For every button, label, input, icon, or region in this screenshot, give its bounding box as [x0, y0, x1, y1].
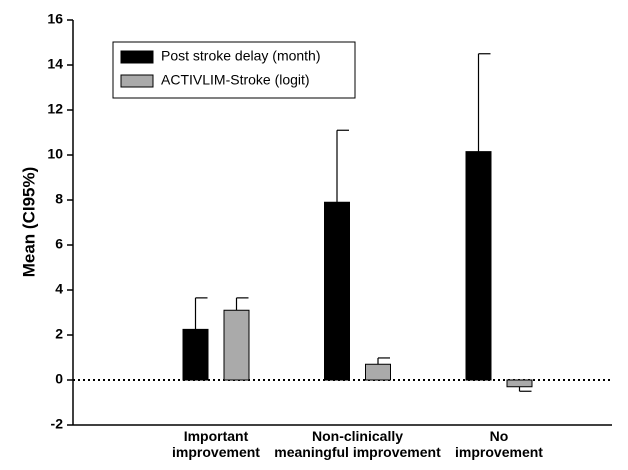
- y-tick-label: 2: [55, 326, 63, 342]
- y-tick-label: 12: [47, 101, 63, 117]
- bar: [365, 363, 391, 381]
- legend-swatch: [120, 74, 154, 88]
- y-tick-label: 10: [47, 146, 63, 162]
- legend-label: ACTIVLIM-Stroke (logit): [161, 72, 310, 88]
- bar: [465, 151, 492, 381]
- bar: [506, 379, 533, 388]
- y-tick-label: 8: [55, 191, 63, 207]
- y-tick-label: 0: [55, 371, 63, 387]
- legend-swatch: [120, 50, 154, 64]
- x-tick-label: Important improvement: [172, 428, 260, 460]
- bar: [324, 201, 350, 381]
- x-tick-label: Non-clinically meaningful improvement: [274, 428, 441, 460]
- bar: [223, 309, 250, 381]
- y-tick-label: 6: [55, 236, 63, 252]
- legend-label: Post stroke delay (month): [161, 48, 321, 64]
- y-tick-label: 4: [55, 281, 63, 297]
- y-tick-label: 16: [47, 11, 63, 27]
- y-tick-label: 14: [47, 56, 63, 72]
- bar: [182, 328, 209, 381]
- y-tick-label: -2: [51, 416, 64, 432]
- y-axis-label: Mean (CI95%): [19, 167, 38, 278]
- x-tick-label: No improvement: [455, 428, 543, 460]
